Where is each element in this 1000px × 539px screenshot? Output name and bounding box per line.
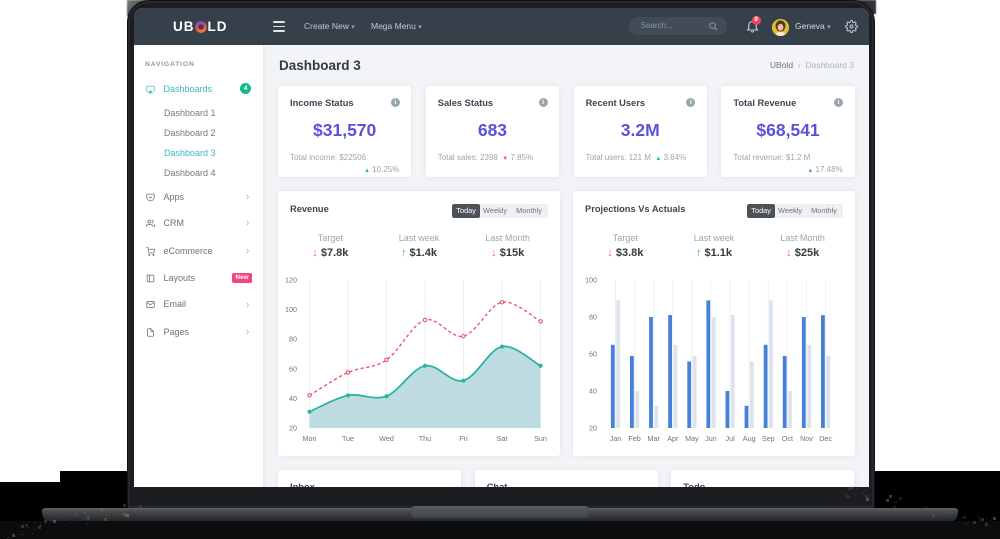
svg-text:60: 60	[289, 364, 297, 373]
svg-text:100: 100	[285, 305, 297, 314]
svg-text:Tue: Tue	[341, 434, 353, 443]
svg-text:Jun: Jun	[705, 434, 717, 443]
svg-text:40: 40	[589, 387, 597, 396]
svg-text:Mar: Mar	[647, 434, 660, 443]
svg-text:Sat: Sat	[496, 434, 507, 443]
svg-text:Nov: Nov	[800, 434, 813, 443]
svg-text:Aug: Aug	[742, 434, 755, 443]
svg-text:100: 100	[585, 276, 597, 285]
svg-text:40: 40	[289, 394, 297, 403]
svg-text:120: 120	[285, 276, 297, 285]
svg-text:20: 20	[589, 424, 597, 433]
svg-text:20: 20	[289, 424, 297, 433]
svg-text:Oct: Oct	[781, 434, 792, 443]
svg-text:Apr: Apr	[667, 434, 679, 443]
svg-text:Mon: Mon	[302, 434, 316, 443]
svg-text:Sun: Sun	[534, 434, 547, 443]
svg-text:60: 60	[589, 350, 597, 359]
svg-text:Dec: Dec	[819, 434, 832, 443]
svg-text:Thu: Thu	[418, 434, 430, 443]
svg-text:Sep: Sep	[761, 434, 774, 443]
svg-text:May: May	[685, 434, 699, 443]
svg-text:Fri: Fri	[459, 434, 468, 443]
svg-text:Jan: Jan	[609, 434, 621, 443]
svg-text:80: 80	[289, 335, 297, 344]
svg-text:Jul: Jul	[725, 434, 735, 443]
svg-text:80: 80	[589, 313, 597, 322]
svg-text:Feb: Feb	[628, 434, 640, 443]
svg-text:Wed: Wed	[379, 434, 394, 443]
